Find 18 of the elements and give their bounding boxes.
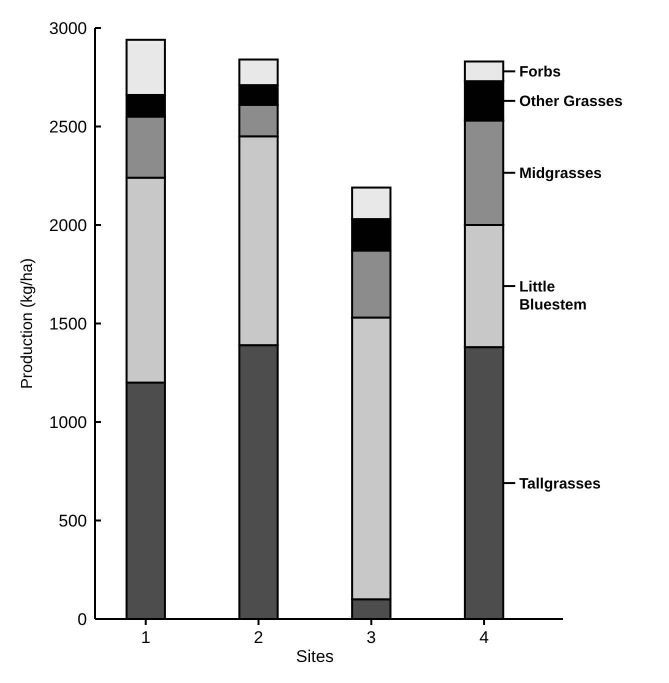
y-tick-label: 3000 — [49, 18, 87, 38]
x-tick-label: 2 — [254, 628, 264, 647]
legend-label: Other Grasses — [519, 93, 623, 110]
x-axis-title: Sites — [296, 647, 334, 666]
legend-label: Little Bluestem — [519, 278, 587, 314]
y-tick-label: 1500 — [49, 314, 87, 334]
y-tick-label: 2000 — [49, 216, 87, 235]
y-tick-label: 0 — [78, 610, 87, 629]
legend-label: Forbs — [519, 64, 561, 81]
x-tick-label: 4 — [479, 628, 489, 647]
y-tick-label: 500 — [58, 511, 87, 530]
legend-label: Tallgrasses — [519, 475, 601, 492]
y-tick-label: 2500 — [49, 117, 87, 136]
legend-label: Midgrasses — [519, 165, 602, 182]
y-tick-label: 1000 — [49, 412, 87, 432]
x-tick-label: 3 — [366, 628, 376, 647]
x-tick-label: 1 — [141, 628, 150, 647]
y-axis-title: Production (kg/ha) — [19, 258, 36, 389]
